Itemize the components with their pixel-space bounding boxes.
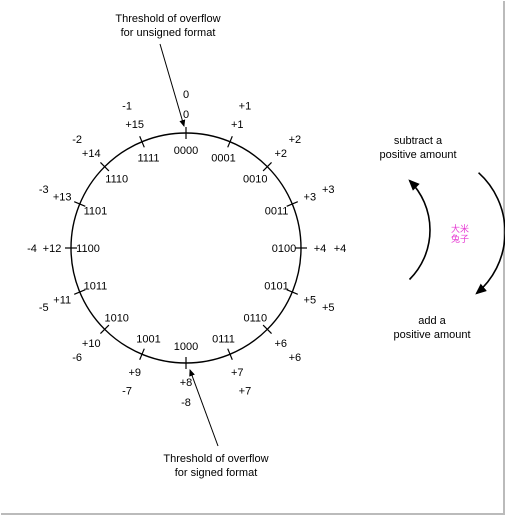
- bottom-annotation-line1: Threshold of overflow: [163, 453, 268, 465]
- unsigned-label: +10: [82, 338, 101, 350]
- binary-label: 0010: [243, 174, 267, 186]
- top-annotation-line1: Threshold of overflow: [115, 13, 220, 25]
- signed-label: -6: [72, 352, 82, 364]
- signed-label: +2: [289, 134, 302, 146]
- subtract-arc: [409, 181, 430, 280]
- binary-label: 0100: [272, 243, 296, 255]
- binary-label: 1001: [136, 334, 160, 346]
- subtract-label-1: subtract a: [394, 135, 443, 147]
- signed-label: -5: [39, 302, 49, 314]
- unsigned-label: +8: [180, 377, 193, 389]
- watermark-line2: 兔子: [451, 233, 469, 244]
- signed-label: -1: [122, 101, 132, 113]
- binary-label: 0101: [264, 281, 288, 293]
- binary-label: 1011: [84, 281, 108, 293]
- unsigned-label: +1: [231, 119, 244, 131]
- binary-label: 0111: [212, 334, 235, 346]
- unsigned-label: +13: [53, 192, 72, 204]
- binary-label: 0001: [211, 152, 235, 164]
- binary-label: 0110: [243, 312, 267, 324]
- unsigned-label: +7: [231, 367, 244, 379]
- unsigned-label: +5: [304, 294, 317, 306]
- signed-label: -2: [72, 134, 82, 146]
- signed-label: +3: [322, 184, 335, 196]
- top-annotation-arrow: [160, 44, 184, 126]
- binary-label: 0000: [174, 145, 198, 157]
- signed-label: -4: [27, 243, 37, 255]
- bottom-annotation-arrow: [190, 370, 218, 446]
- binary-label: 1101: [84, 205, 108, 217]
- binary-label: 1000: [174, 341, 198, 353]
- subtract-label-2: positive amount: [379, 149, 456, 161]
- binary-label: 1110: [105, 174, 128, 186]
- signed-label: +5: [322, 302, 335, 314]
- unsigned-label: +11: [53, 294, 71, 306]
- signed-label: 0: [183, 89, 189, 101]
- signed-label: -3: [39, 184, 49, 196]
- signed-label: -7: [122, 385, 132, 397]
- unsigned-label: +3: [304, 192, 317, 204]
- binary-label: 1111: [137, 152, 159, 164]
- top-annotation-line2: for unsigned format: [121, 27, 216, 39]
- binary-label: 1010: [104, 312, 128, 324]
- signed-label: +4: [334, 243, 347, 255]
- unsigned-label: +6: [274, 338, 287, 350]
- unsigned-label: +2: [274, 148, 287, 160]
- signed-label: +1: [239, 101, 252, 113]
- watermark-line1: 大米: [451, 223, 469, 234]
- signed-label: +6: [289, 352, 302, 364]
- unsigned-label: +15: [125, 119, 144, 131]
- add-label-2: positive amount: [393, 329, 470, 341]
- number-wheel-diagram: 0000000001+1+10010+2+20011+3+30100+4+401…: [0, 0, 505, 515]
- add-arc: [476, 173, 505, 294]
- unsigned-label: +14: [82, 148, 101, 160]
- unsigned-label: 0: [183, 109, 189, 121]
- unsigned-label: +9: [128, 367, 141, 379]
- signed-label: -8: [181, 397, 191, 409]
- binary-label: 1100: [76, 243, 100, 255]
- bottom-annotation-line2: for signed format: [175, 467, 258, 479]
- signed-label: +7: [239, 385, 252, 397]
- unsigned-label: +12: [43, 243, 62, 255]
- add-label-1: add a: [418, 315, 446, 327]
- unsigned-label: +4: [314, 243, 327, 255]
- binary-label: 0011: [265, 205, 289, 217]
